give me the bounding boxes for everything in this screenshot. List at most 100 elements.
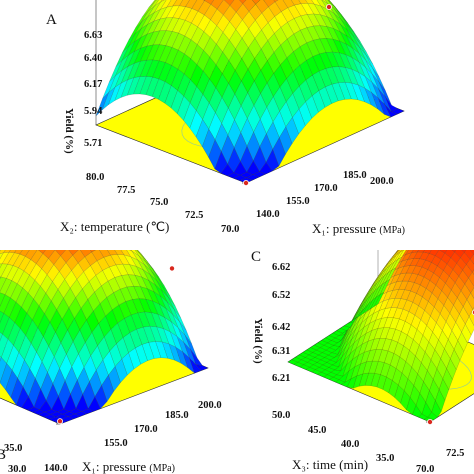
panel-b-x3-tick-label: 30.0	[8, 464, 26, 474]
surface-facet	[86, 213, 98, 218]
panel-a-x1-tick-label: 200.0	[370, 176, 394, 187]
surface-facet	[0, 250, 6, 254]
surface-facet	[68, 209, 80, 211]
surface-facet	[62, 209, 74, 211]
surface-facet	[413, 236, 423, 243]
surface-facet	[66, 213, 78, 218]
surface-facet	[444, 227, 454, 234]
surface-facet	[469, 250, 474, 255]
surface-facet	[45, 209, 57, 211]
surface-facet	[93, 239, 105, 249]
surface-facet	[87, 234, 99, 245]
surface-facet	[436, 213, 446, 218]
surface-facet	[416, 224, 426, 232]
surface-facet	[432, 226, 442, 231]
surface-facet	[452, 237, 462, 246]
surface-facet	[60, 211, 72, 216]
design-point-marker	[242, 179, 249, 186]
surface-facet	[427, 240, 437, 247]
surface-facet	[442, 213, 452, 216]
surface-facet	[444, 215, 454, 218]
surface-facet	[406, 234, 416, 244]
surface-facet	[407, 238, 417, 246]
surface-facet	[461, 250, 467, 253]
panel-b-x1-tick-label: 140.0	[44, 463, 68, 474]
surface-facet	[446, 218, 456, 223]
surface-facet	[239, 0, 247, 4]
surface-facet	[81, 234, 93, 244]
surface-facet	[443, 239, 453, 248]
surface-facet	[470, 230, 474, 239]
surface-facet	[0, 263, 3, 269]
surface-facet	[447, 213, 457, 216]
surface-facet	[466, 234, 474, 244]
surface-facet	[5, 234, 17, 244]
surface-facet	[416, 226, 426, 234]
surface-facet	[56, 209, 68, 210]
surface-facet	[428, 216, 438, 222]
panel-a-x1-axis-label: X₁: pressure (MPa)	[312, 221, 405, 236]
surface-facet	[0, 238, 6, 250]
surface-facet	[30, 215, 42, 220]
panel-a-x1-tick-label: 140.0	[256, 209, 280, 220]
surface-facet	[419, 235, 429, 241]
surface-facet	[450, 229, 460, 237]
surface-facet	[18, 220, 30, 228]
surface-facet	[422, 221, 432, 228]
panel-c-z-axis-label: Yield (%)	[252, 318, 264, 364]
surface-facet	[51, 209, 63, 210]
surface-facet	[462, 238, 472, 248]
surface-facet	[412, 228, 422, 237]
surface-facet	[12, 226, 24, 235]
surface-facet	[402, 237, 412, 247]
surface-facet	[448, 223, 458, 229]
surface-facet	[418, 224, 428, 231]
surface-facet	[405, 250, 414, 255]
surface-facet	[106, 238, 118, 246]
panel-c-surface	[287, 211, 474, 423]
surface-facet	[415, 240, 425, 247]
surface-facet	[35, 220, 47, 228]
surface-facet	[454, 226, 464, 233]
surface-facet	[14, 219, 26, 227]
panel-b-x1-tick-label: 185.0	[165, 410, 189, 421]
panel-a-x2-axis-label: X₂: temperature (℃)	[60, 219, 169, 234]
surface-facet	[405, 236, 415, 245]
surface-facet	[451, 250, 457, 253]
surface-facet	[52, 209, 64, 211]
panel-b-x1-tick-label: 155.0	[104, 438, 128, 449]
surface-facet	[59, 210, 71, 213]
surface-facet	[396, 250, 399, 252]
surface-facet	[48, 212, 60, 217]
panel-a-design-points	[242, 4, 332, 186]
surface-facet	[404, 239, 414, 250]
panel-c-z-tick-label: 6.31	[272, 346, 290, 357]
panel-b-x1-axis-label: X₁: pressure (MPa)	[82, 459, 175, 474]
surface-facet	[49, 209, 61, 212]
surface-facet	[434, 218, 444, 222]
panel-a-x1-tick-label: 170.0	[314, 183, 338, 194]
surface-facet	[418, 223, 428, 231]
panel-c-x2-tick-label: 72.5	[446, 448, 464, 459]
panel-c-x3-tick-label: 45.0	[308, 425, 326, 436]
surface-facet	[423, 250, 432, 254]
surface-facet	[32, 237, 44, 249]
surface-facet	[36, 215, 48, 220]
surface-facet	[13, 222, 25, 231]
surface-facet	[16, 233, 28, 242]
surface-facet	[432, 216, 442, 221]
panel-a-z-tick-label: 6.40	[84, 53, 102, 64]
surface-facet	[465, 217, 474, 223]
surface-facet	[21, 216, 33, 223]
surface-facet	[29, 220, 41, 227]
panel-c-label: C	[251, 249, 261, 265]
panel-a-surface	[95, 0, 405, 184]
panel-a-label: A	[46, 12, 57, 28]
panel-b-surface	[0, 209, 209, 425]
surface-facet	[445, 211, 455, 214]
surface-facet	[32, 212, 44, 217]
surface-facet	[409, 241, 419, 249]
surface-facet	[22, 226, 34, 234]
surface-facet	[417, 250, 425, 253]
panel-b-x1-tick-label: 200.0	[198, 400, 222, 411]
